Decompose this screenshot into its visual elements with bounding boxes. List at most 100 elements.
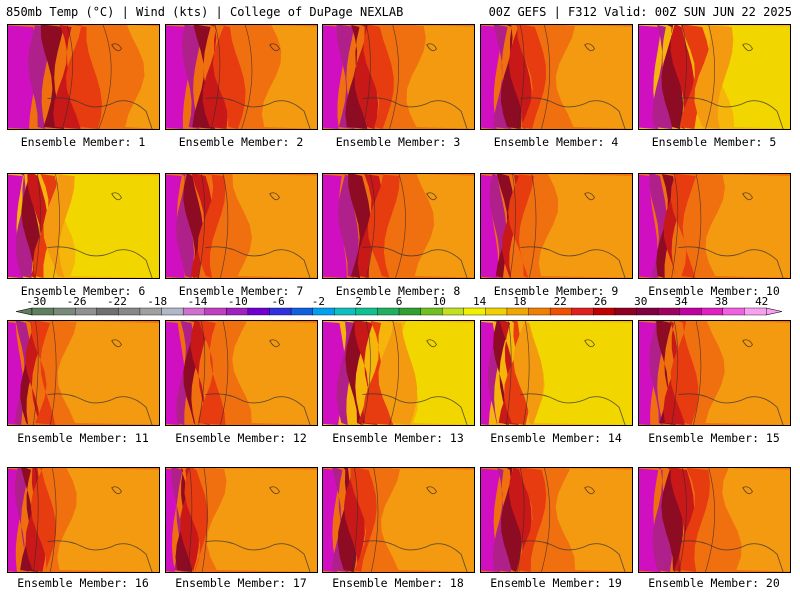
colorbar-segment (571, 307, 594, 316)
colorbar-segment (744, 307, 767, 316)
ensemble-member-map (322, 173, 475, 279)
ensemble-member-map (322, 24, 475, 130)
temperature-field (481, 468, 632, 572)
member-label: Ensemble Member: 18 (332, 576, 464, 590)
colorbar-high-arrow (765, 307, 783, 316)
run-info: 00Z GEFS | F312 Valid: 00Z SUN JUN 22 20… (488, 5, 792, 19)
temperature-field (323, 25, 474, 129)
temperature-field (481, 321, 632, 425)
colorbar-segment (722, 307, 745, 316)
colorbar-segment (269, 307, 292, 316)
colorbar-segment (312, 307, 335, 316)
colorbar-segment (355, 307, 378, 316)
member-label: Ensemble Member: 5 (651, 135, 777, 149)
temperature-field (481, 174, 632, 278)
ensemble-member-map (638, 24, 791, 130)
colorbar-segment (96, 307, 119, 316)
member-label: Ensemble Member: 17 (175, 576, 307, 590)
temperature-field (639, 468, 790, 572)
ensemble-member-map (480, 320, 633, 426)
temperature-field (323, 468, 474, 572)
temperature-field (323, 174, 474, 278)
ensemble-member-map (480, 467, 633, 573)
colorbar-tick-label: -14 (188, 296, 208, 308)
member-label: Ensemble Member: 20 (648, 576, 780, 590)
colorbar-tick-label: -22 (107, 296, 127, 308)
colorbar-segment (31, 307, 55, 316)
temperature-field (166, 25, 317, 129)
map-title: 850mb Temp (°C) | Wind (kts) | College o… (6, 5, 404, 19)
colorbar-segment (636, 307, 659, 316)
member-label: Ensemble Member: 19 (490, 576, 622, 590)
member-label: Ensemble Member: 4 (493, 135, 619, 149)
colorbar-segment (204, 307, 227, 316)
temperature-colorbar: -30 -26 -22 -18 -14 -10 -6 -2 2 6 10 14 18 22 26 30 34 38… (0, 296, 800, 320)
colorbar-tick-label: -2 (312, 296, 325, 308)
member-label: Ensemble Member: 3 (335, 135, 461, 149)
ensemble-member-map (7, 320, 160, 426)
ensemble-member-map (165, 467, 318, 573)
colorbar-segment (614, 307, 637, 316)
ensemble-member-map (638, 467, 791, 573)
colorbar-tick-label: 34 (674, 296, 688, 308)
colorbar-tick-label: 26 (594, 296, 607, 308)
member-label: Ensemble Member: 6 (20, 284, 146, 298)
colorbar-segment (485, 307, 508, 316)
colorbar-segment (420, 307, 443, 316)
ensemble-member-map (165, 24, 318, 130)
colorbar-tick-label: 38 (715, 296, 728, 308)
temperature-field (639, 25, 790, 129)
colorbar-tick-label: -10 (228, 296, 248, 308)
ensemble-member-map (322, 320, 475, 426)
member-label: Ensemble Member: 15 (648, 431, 780, 445)
member-label: Ensemble Member: 2 (178, 135, 304, 149)
colorbar-tick-label: 10 (433, 296, 446, 308)
temperature-field (8, 321, 159, 425)
colorbar-segment (290, 307, 314, 316)
colorbar-tick-label: -26 (67, 296, 87, 308)
member-label: Ensemble Member: 12 (175, 431, 307, 445)
colorbar-tick-label: 2 (355, 296, 362, 308)
colorbar-segment (441, 307, 465, 316)
colorbar-tick-label: 18 (513, 296, 526, 308)
colorbar-tick-label: 14 (473, 296, 487, 308)
colorbar-segment (182, 307, 206, 316)
colorbar-segment (528, 307, 551, 316)
colorbar-segment (161, 307, 184, 316)
member-label: Ensemble Member: 1 (20, 135, 146, 149)
member-label: Ensemble Member: 7 (178, 284, 304, 298)
ensemble-member-map (638, 173, 791, 279)
colorbar-segment (506, 307, 530, 316)
member-label: Ensemble Member: 9 (493, 284, 619, 298)
colorbar-tick-label: 22 (554, 296, 567, 308)
colorbar-segment (139, 307, 163, 316)
colorbar-segment (334, 307, 357, 316)
ensemble-member-map (638, 320, 791, 426)
ensemble-member-map (480, 173, 633, 279)
member-label: Ensemble Member: 11 (17, 431, 149, 445)
temperature-field (481, 25, 632, 129)
temperature-field (8, 25, 159, 129)
colorbar-segment (53, 307, 76, 316)
colorbar-low-arrow (15, 307, 33, 316)
colorbar-segment (679, 307, 702, 316)
colorbar-segment (118, 307, 141, 316)
ensemble-member-map (322, 467, 475, 573)
colorbar-segment (377, 307, 400, 316)
temperature-field (166, 468, 317, 572)
colorbar-segment (549, 307, 573, 316)
ensemble-member-map (7, 467, 160, 573)
ensemble-member-map (165, 173, 318, 279)
ensemble-member-map (165, 320, 318, 426)
member-label: Ensemble Member: 10 (648, 284, 780, 298)
temperature-field (639, 321, 790, 425)
colorbar-tick-label: 30 (634, 296, 647, 308)
colorbar-segment (226, 307, 249, 316)
colorbar-segment (701, 307, 724, 316)
colorbar-segment (657, 307, 681, 316)
colorbar-segment (463, 307, 486, 316)
temperature-field (8, 468, 159, 572)
temperature-field (166, 321, 317, 425)
member-label: Ensemble Member: 16 (17, 576, 149, 590)
temperature-field (166, 174, 317, 278)
